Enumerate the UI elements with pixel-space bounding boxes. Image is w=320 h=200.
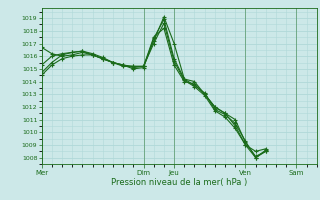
X-axis label: Pression niveau de la mer( hPa ): Pression niveau de la mer( hPa ) <box>111 178 247 187</box>
